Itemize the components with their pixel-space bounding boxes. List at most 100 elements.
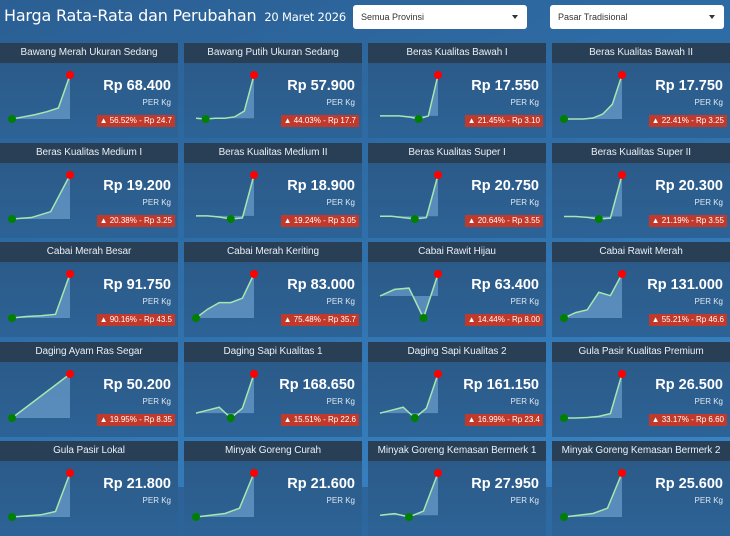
commodity-card[interactable]: Beras Kualitas Medium II Rp 18.900 PER K… bbox=[184, 142, 362, 238]
card-title: Daging Sapi Kualitas 1 bbox=[184, 341, 362, 362]
unit: PER Kg bbox=[694, 98, 723, 107]
sparkline-area bbox=[564, 274, 622, 318]
commodity-card[interactable]: Minyak Goreng Curah Rp 21.600 PER Kg bbox=[184, 441, 362, 536]
min-point bbox=[414, 115, 423, 123]
commodity-card[interactable]: Cabai Merah Keriting Rp 83.000 PER Kg ▲ 7… bbox=[184, 242, 362, 337]
change-badge: ▲ 44.03% - Rp 17.7 bbox=[280, 115, 359, 127]
sparkline-line bbox=[380, 74, 439, 120]
min-point bbox=[560, 413, 568, 422]
commodity-card[interactable]: Beras Kualitas Bawah II Rp 17.750 PER Kg… bbox=[552, 43, 730, 138]
change-badge: ▲ 20.38% - Rp 3.25 bbox=[96, 214, 175, 227]
card-title: Cabai Merah Keriting bbox=[184, 242, 362, 262]
card-title: Gula Pasir Kualitas Premium bbox=[552, 341, 730, 362]
price: Rp 50.200 bbox=[103, 376, 171, 393]
unit: PER Kg bbox=[694, 496, 723, 505]
card-title: Cabai Rawit Hijau bbox=[368, 242, 546, 262]
commodity-card[interactable]: Daging Sapi Kualitas 1 Rp 168.650 PER Kg… bbox=[184, 341, 362, 437]
card-title: Cabai Merah Besar bbox=[0, 242, 178, 262]
commodity-card[interactable]: Minyak Goreng Kemasan Bermerk 2 Rp 25.60… bbox=[552, 441, 730, 536]
sparkline-line bbox=[11, 174, 71, 220]
sparkline bbox=[8, 170, 74, 223]
price: Rp 21.800 bbox=[103, 476, 171, 492]
commodity-card[interactable]: Gula Pasir Lokal Rp 21.800 PER Kg bbox=[0, 441, 178, 536]
change-badge: ▲ 14.44% - Rp 8.00 bbox=[464, 314, 543, 326]
sparkline bbox=[196, 170, 258, 223]
sparkline-line bbox=[11, 74, 71, 120]
min-point bbox=[560, 513, 568, 521]
commodity-card[interactable]: Beras Kualitas Medium I Rp 19.200 PER Kg… bbox=[0, 142, 178, 238]
unit: PER Kg bbox=[142, 396, 171, 406]
change-badge: ▲ 33.17% - Rp 6.60 bbox=[648, 413, 727, 426]
commodity-card[interactable]: Beras Kualitas Super II Rp 20.300 PER Kg… bbox=[552, 142, 730, 238]
unit: PER Kg bbox=[326, 98, 355, 107]
commodity-card[interactable]: Beras Kualitas Bawah I Rp 17.550 PER Kg ▲… bbox=[368, 43, 546, 138]
max-point bbox=[250, 469, 258, 477]
card-title: Minyak Goreng Kemasan Bermerk 1 bbox=[368, 441, 546, 461]
unit: PER Kg bbox=[326, 297, 355, 306]
max-point bbox=[250, 170, 258, 179]
sparkline-line bbox=[379, 373, 439, 419]
sparkline-line bbox=[380, 174, 439, 220]
min-point bbox=[594, 214, 603, 223]
commodity-card[interactable]: Bawang Putih Ukuran Sedang Rp 57.900 PER… bbox=[184, 43, 362, 138]
max-point bbox=[618, 71, 626, 79]
province-select[interactable]: Semua Provinsi bbox=[353, 5, 527, 29]
price: Rp 91.750 bbox=[103, 277, 171, 293]
min-point bbox=[192, 314, 200, 322]
price: Rp 19.200 bbox=[103, 177, 171, 194]
commodity-card[interactable]: Cabai Merah Besar Rp 91.750 PER Kg ▲ 90.1… bbox=[0, 242, 178, 337]
province-value: Semua Provinsi bbox=[361, 12, 425, 22]
price: Rp 83.000 bbox=[287, 277, 355, 293]
max-point bbox=[434, 270, 442, 278]
card-title: Beras Kualitas Medium I bbox=[0, 142, 178, 163]
commodity-card[interactable]: Cabai Rawit Hijau Rp 63.400 PER Kg ▲ 14.4… bbox=[368, 242, 546, 337]
card-title: Bawang Putih Ukuran Sedang bbox=[184, 43, 362, 63]
sparkline bbox=[380, 71, 442, 123]
change-badge: ▲ 55.21% - Rp 46.6 bbox=[648, 314, 727, 326]
max-point bbox=[250, 369, 258, 378]
max-point bbox=[434, 469, 442, 477]
commodity-card[interactable]: Daging Ayam Ras Segar Rp 50.200 PER Kg ▲ … bbox=[0, 341, 178, 437]
sparkline-area bbox=[12, 174, 70, 219]
sparkline-area bbox=[380, 174, 438, 219]
commodity-card[interactable]: Bawang Merah Ukuran Sedang Rp 68.400 PER… bbox=[0, 43, 178, 138]
change-badge: ▲ 19.24% - Rp 3.05 bbox=[280, 214, 359, 227]
price: Rp 161.150 bbox=[463, 376, 539, 393]
sparkline-area bbox=[196, 174, 254, 219]
min-point bbox=[410, 214, 419, 223]
price: Rp 26.500 bbox=[655, 376, 723, 393]
sparkline-area bbox=[564, 75, 622, 119]
market-select[interactable]: Pasar Tradisional bbox=[550, 5, 724, 29]
sparkline-area bbox=[564, 174, 622, 219]
sparkline bbox=[8, 369, 74, 422]
unit: PER Kg bbox=[694, 197, 723, 207]
card-title: Daging Sapi Kualitas 2 bbox=[368, 341, 546, 362]
price: Rp 57.900 bbox=[287, 78, 355, 94]
sparkline bbox=[8, 469, 74, 521]
max-point bbox=[434, 369, 442, 378]
market-value: Pasar Tradisional bbox=[558, 12, 628, 22]
sparkline bbox=[195, 71, 258, 123]
min-point bbox=[8, 314, 16, 322]
sparkline-area bbox=[196, 75, 254, 119]
change-badge: ▲ 16.99% - Rp 23.4 bbox=[464, 413, 543, 426]
chevron-down-icon bbox=[512, 15, 518, 19]
unit: PER Kg bbox=[142, 297, 171, 306]
sparkline bbox=[192, 270, 258, 322]
commodity-card[interactable]: Gula Pasir Kualitas Premium Rp 26.500 PE… bbox=[552, 341, 730, 437]
min-point bbox=[405, 513, 413, 521]
commodity-card[interactable]: Cabai Rawit Merah Rp 131.000 PER Kg ▲ 55.… bbox=[552, 242, 730, 337]
commodity-card[interactable]: Beras Kualitas Super I Rp 20.750 PER Kg ▲… bbox=[368, 142, 546, 238]
card-title: Beras Kualitas Super I bbox=[368, 142, 546, 163]
unit: PER Kg bbox=[510, 496, 539, 505]
unit: PER Kg bbox=[510, 297, 539, 306]
unit: PER Kg bbox=[326, 197, 355, 207]
date-label: 20 Maret 2026 bbox=[264, 10, 346, 24]
commodity-card[interactable]: Minyak Goreng Kemasan Bermerk 1 Rp 27.95… bbox=[368, 441, 546, 536]
card-title: Bawang Merah Ukuran Sedang bbox=[0, 43, 178, 63]
sparkline-line bbox=[564, 174, 623, 220]
sparkline-line bbox=[379, 273, 439, 320]
change-badge: ▲ 90.16% - Rp 43.5 bbox=[96, 314, 175, 326]
commodity-card[interactable]: Daging Sapi Kualitas 2 Rp 161.150 PER Kg… bbox=[368, 341, 546, 437]
max-point bbox=[250, 71, 258, 79]
